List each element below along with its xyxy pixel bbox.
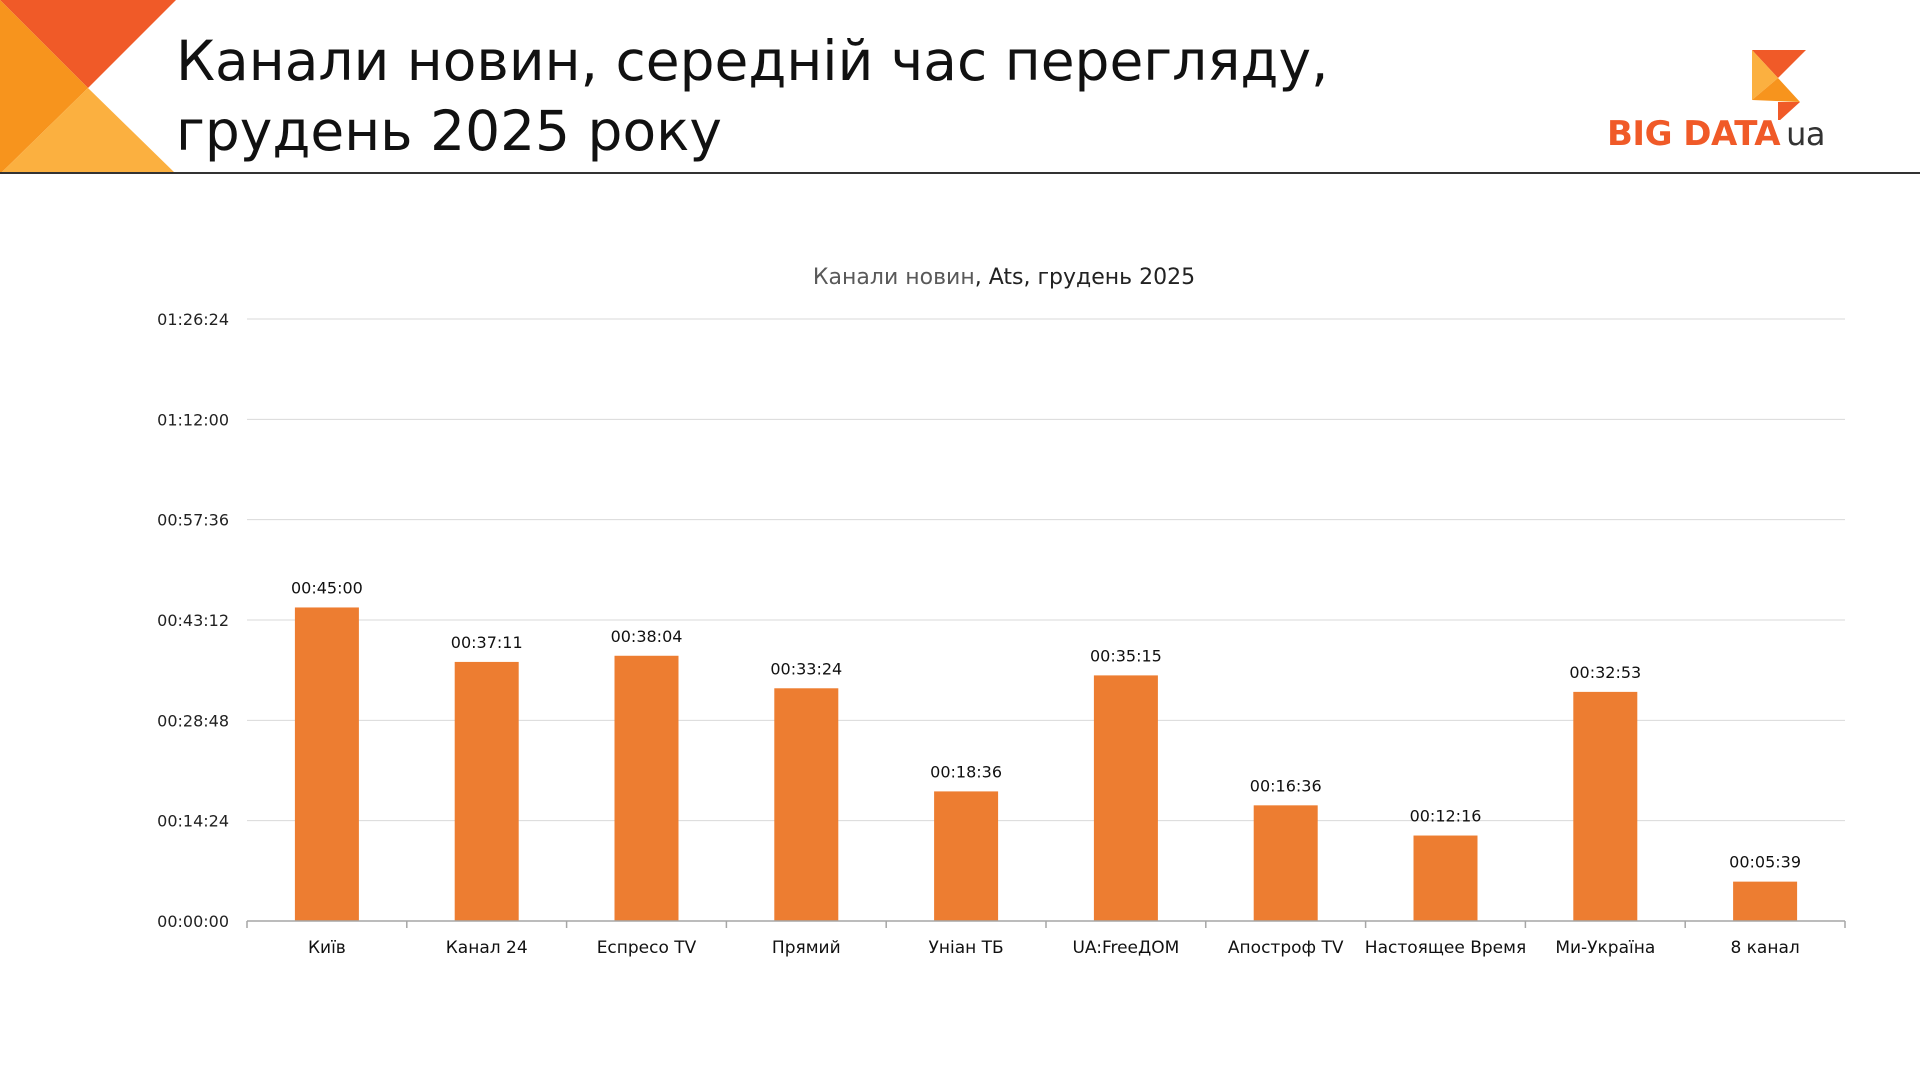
data-label: 00:16:36	[1250, 776, 1322, 795]
data-label: 00:18:36	[930, 762, 1002, 781]
logo-text-suffix: ua	[1786, 115, 1825, 153]
y-tick-label: 00:43:12	[157, 611, 229, 630]
logo-text: BIG DATA ua	[1607, 114, 1825, 154]
deco-triangle-dark	[0, 0, 176, 88]
y-tick-label: 00:28:48	[157, 711, 229, 730]
x-tick-label: Київ	[308, 938, 346, 958]
data-label: 00:45:00	[291, 578, 363, 597]
bars	[294, 607, 1798, 921]
logo-arrow-icon	[1752, 50, 1806, 120]
x-tick-label: Настоящее Время	[1365, 938, 1526, 958]
y-tick-label: 01:26:24	[157, 310, 229, 329]
bar	[1733, 881, 1798, 921]
logo-text-main: BIG DATA	[1607, 114, 1781, 154]
bar	[774, 688, 839, 921]
data-label: 00:05:39	[1729, 853, 1801, 872]
x-tick-label: Еспресо TV	[597, 938, 697, 958]
data-label: 00:37:11	[451, 633, 523, 652]
bar	[454, 661, 519, 921]
data-label: 00:35:15	[1090, 646, 1162, 665]
y-tick-label: 01:12:00	[157, 410, 229, 429]
y-tick-label: 00:57:36	[157, 511, 229, 530]
y-tick-label: 00:14:24	[157, 812, 229, 831]
deco-triangle-mid	[0, 0, 88, 174]
data-label: 00:33:24	[770, 659, 842, 678]
x-tick-label: Апостроф TV	[1228, 938, 1344, 958]
big-data-ua-logo: BIG DATA ua	[1600, 40, 1840, 160]
chart-title: Канали новин, Ats, грудень 2025	[813, 265, 1195, 290]
slide-title: Канали новин, середній час перегляду, гр…	[176, 26, 1328, 166]
y-tick-label: 00:00:00	[157, 912, 229, 931]
deco-triangle-light	[0, 88, 176, 174]
data-labels: 00:45:00 00:37:11 00:38:04 00:33:24 00:18:36…	[291, 578, 1801, 871]
x-axis	[246, 920, 1846, 928]
x-tick-label: Прямий	[772, 938, 841, 958]
x-tick-label: Уніан ТБ	[929, 938, 1004, 958]
bar	[1573, 691, 1638, 921]
bar	[614, 655, 679, 921]
bar	[934, 791, 999, 921]
x-axis-category-labels: Київ Канал 24 Еспресо TV Прямий Уніан ТБ UA:F…	[308, 938, 1800, 958]
x-tick-label: UA:FreeДОМ	[1072, 938, 1179, 958]
chart-title-part-2: , Ats, грудень 2025	[975, 265, 1195, 290]
corner-decoration	[0, 0, 176, 174]
bar	[1093, 675, 1158, 921]
bar	[1253, 805, 1318, 921]
slide-title-line-1: Канали новин, середній час перегляду,	[176, 29, 1329, 93]
y-axis-tick-labels: 00:00:00 00:14:24 00:28:48 00:43:12 00:57:36…	[157, 310, 229, 931]
data-label: 00:12:16	[1410, 807, 1482, 826]
data-label: 00:32:53	[1569, 663, 1641, 682]
chart-title-part-1: Канали новин	[813, 265, 975, 290]
x-tick-label: Ми-Україна	[1555, 938, 1655, 958]
x-tick-label: Канал 24	[446, 938, 528, 958]
slide-title-line-2: грудень 2025 року	[176, 99, 722, 163]
bar	[1413, 835, 1478, 921]
header-divider	[0, 172, 1920, 174]
x-tick-label: 8 канал	[1730, 938, 1799, 958]
bar	[294, 607, 359, 921]
data-label: 00:38:04	[611, 627, 683, 646]
